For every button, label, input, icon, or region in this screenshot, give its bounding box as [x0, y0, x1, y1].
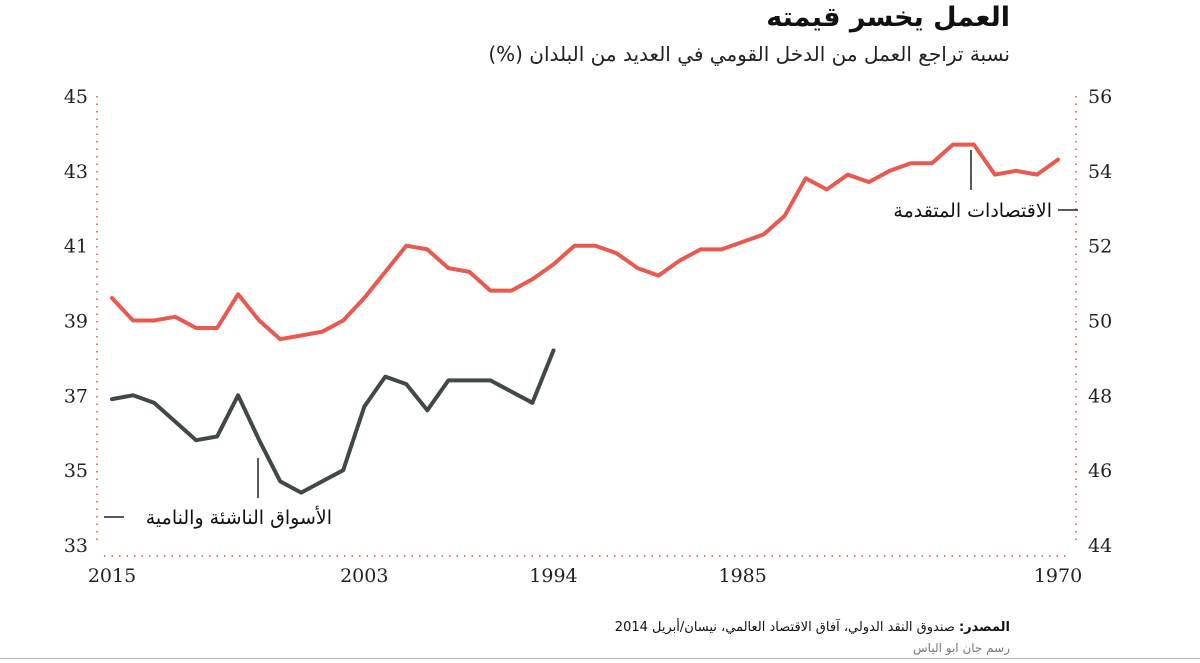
right-tick-label: 56 — [1088, 86, 1112, 108]
x-tick-label: 1970 — [1034, 565, 1082, 587]
source-label: المصدر: — [958, 620, 1010, 635]
right-tick-label: 54 — [1088, 161, 1112, 183]
chart-subtitle: نسبة تراجع العمل من الدخل القومي في العد… — [488, 42, 1010, 66]
credit-note: رسم جان ابو الياس — [913, 641, 1010, 655]
advanced-series-label: الاقتصادات المتقدمة — [893, 200, 1052, 222]
left-tick-label: 39 — [64, 311, 88, 333]
x-tick-label: 1994 — [529, 565, 577, 587]
left-tick-label: 43 — [64, 161, 88, 183]
left-tick-label: 41 — [64, 236, 88, 258]
advanced-economies-line — [110, 142, 1060, 342]
x-tick-label: 1985 — [718, 565, 766, 587]
left-tick-label: 35 — [64, 460, 88, 482]
left-tick-label: 45 — [64, 86, 88, 108]
left-tick-label: 33 — [64, 535, 88, 557]
source-text: صندوق النقد الدولي، آفاق الاقتصاد العالم… — [614, 620, 955, 635]
left-tick-label: 37 — [64, 385, 88, 407]
series-labels-group: الاقتصادات المتقدمة الأسواق الناشئة والنا… — [104, 150, 1078, 529]
axes-group: 33 35 37 39 41 43 45 44 46 48 50 52 54 56 2015 2003 1994… — [64, 86, 1112, 587]
source-note: المصدر: صندوق النقد الدولي، آفاق الاقتصا… — [615, 620, 1010, 635]
right-tick-label: 50 — [1088, 311, 1112, 333]
right-tick-label: 48 — [1088, 385, 1112, 407]
chart-title: العمل يخسر قيمته — [766, 2, 1010, 33]
x-tick-label: 2015 — [88, 565, 136, 587]
series-lines-group — [110, 142, 1060, 495]
right-tick-label: 44 — [1088, 535, 1112, 557]
x-tick-label: 2003 — [340, 565, 388, 587]
right-tick-label: 52 — [1088, 236, 1112, 258]
right-tick-label: 46 — [1088, 460, 1112, 482]
bottom-divider — [0, 658, 1200, 659]
emerging-markets-line — [110, 348, 556, 495]
emerging-series-label: الأسواق الناشئة والنامية — [146, 506, 332, 529]
